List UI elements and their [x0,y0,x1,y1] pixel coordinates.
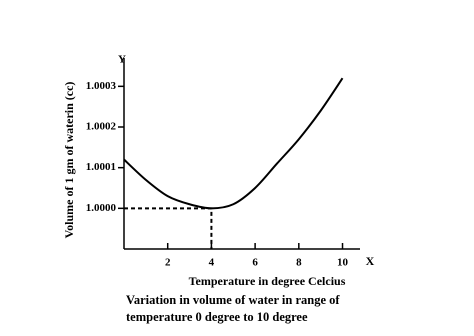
y-tick-label: 1.0003 [86,80,117,92]
curve [123,77,344,210]
caption: Variation in volume of water in range of [126,293,340,307]
y-tick-label: 1.0002 [86,121,117,133]
x-tick-label: 4 [209,257,215,269]
caption: temperature 0 degree to 10 degree [126,310,308,324]
x-axis-label: Temperature in degree Celcius [189,274,346,288]
y-axis-label: Volume of 1 gm of waterin (cc) [62,82,76,239]
y-axis-end-label: Y [118,54,126,66]
x-tick-label: 10 [337,257,349,269]
y-tick-label: 1.0000 [86,202,117,214]
y-tick-label: 1.0001 [86,161,116,173]
x-axis-end-label: X [366,254,375,268]
minimum-guide [124,207,213,249]
x-tick-label: 6 [252,257,258,269]
x-tick-label: 8 [296,257,302,269]
x-tick-label: 2 [165,257,171,269]
